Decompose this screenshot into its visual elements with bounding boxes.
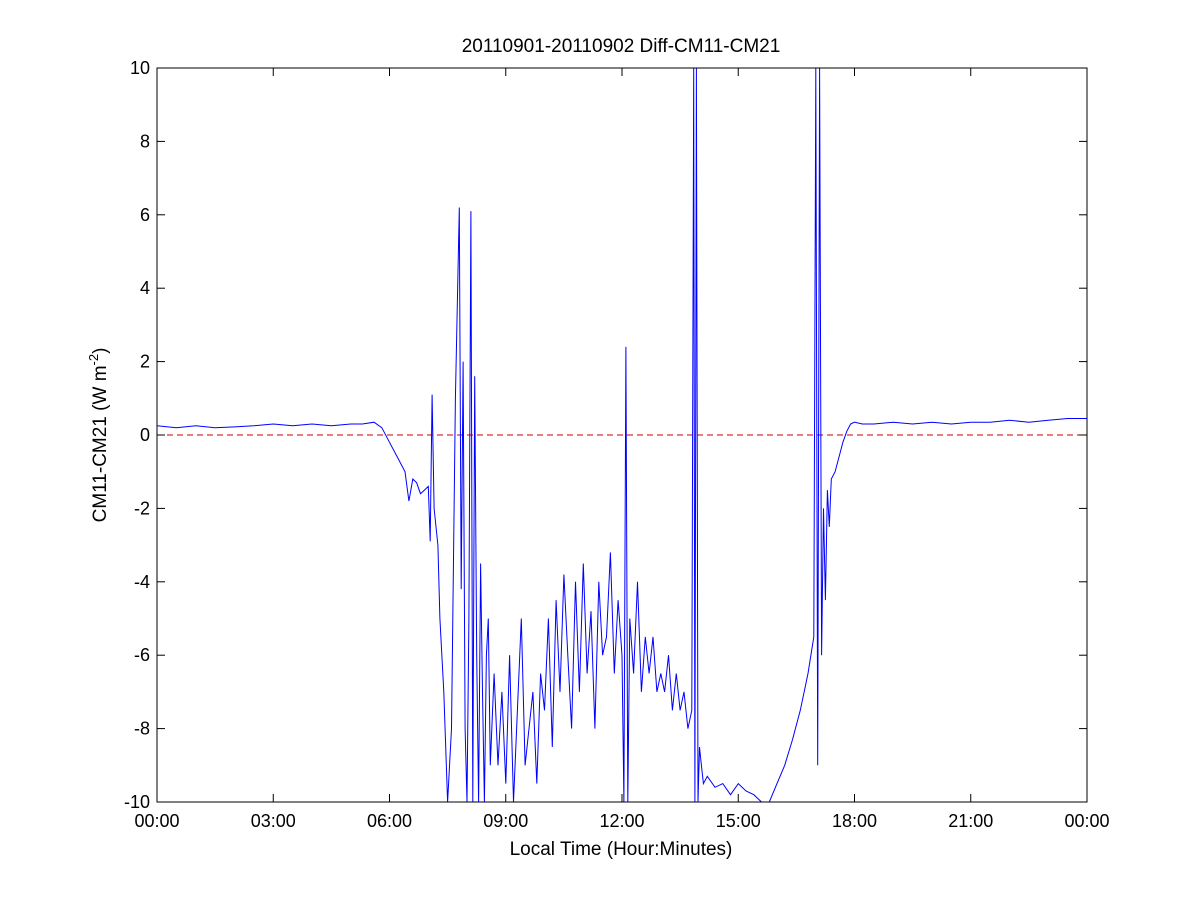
y-tick-label: 2 <box>140 352 150 372</box>
y-tick-label: -6 <box>134 645 150 665</box>
x-tick-label: 06:00 <box>367 811 412 831</box>
x-tick-label: 00:00 <box>134 811 179 831</box>
y-tick-label: 6 <box>140 205 150 225</box>
y-tick-label: -2 <box>134 498 150 518</box>
y-tick-label: 8 <box>140 131 150 151</box>
x-axis-title: Local Time (Hour:Minutes) <box>510 839 733 860</box>
x-tick-label: 15:00 <box>716 811 761 831</box>
y-axis: -10 -8 -6 -4 -2 0 2 4 6 8 10 <box>124 58 1087 812</box>
y-tick-label: 0 <box>140 425 150 445</box>
x-tick-label: 09:00 <box>483 811 528 831</box>
y-axis-title-main: CM11-CM21 (W m <box>90 365 111 522</box>
y-tick-label: -10 <box>124 792 150 812</box>
x-tick-label: 03:00 <box>251 811 296 831</box>
x-tick-label: 21:00 <box>948 811 993 831</box>
y-axis-title-superscript: -2 <box>86 354 101 366</box>
y-axis-title: CM11-CM21 (W m-2) <box>86 348 111 523</box>
y-tick-label: 4 <box>140 278 150 298</box>
series-layer <box>157 68 1087 802</box>
y-tick-label: 10 <box>130 58 150 78</box>
y-tick-label: -4 <box>134 572 150 592</box>
x-tick-label: 18:00 <box>832 811 877 831</box>
x-tick-label: 00:00 <box>1064 811 1109 831</box>
x-axis: 00:00 03:00 06:00 09:00 12:00 15:00 18:00 21:00… <box>134 68 1110 831</box>
chart-title: 20110901-20110902 Diff-CM11-CM21 <box>462 36 781 57</box>
y-axis-title-close: ) <box>90 348 111 354</box>
y-tick-label: -8 <box>134 719 150 739</box>
x-tick-label: 12:00 <box>599 811 644 831</box>
series-line-0 <box>157 68 1087 802</box>
